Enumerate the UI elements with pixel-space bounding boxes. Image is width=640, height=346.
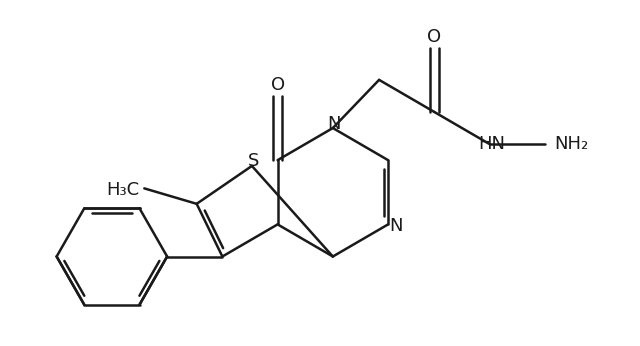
Text: O: O — [428, 28, 442, 46]
Text: NH₂: NH₂ — [554, 135, 589, 153]
Text: H₃C: H₃C — [106, 181, 139, 199]
Text: O: O — [271, 76, 285, 94]
Text: HN: HN — [478, 135, 505, 153]
Text: N: N — [328, 115, 341, 133]
Text: N: N — [389, 217, 403, 235]
Text: S: S — [248, 153, 260, 171]
